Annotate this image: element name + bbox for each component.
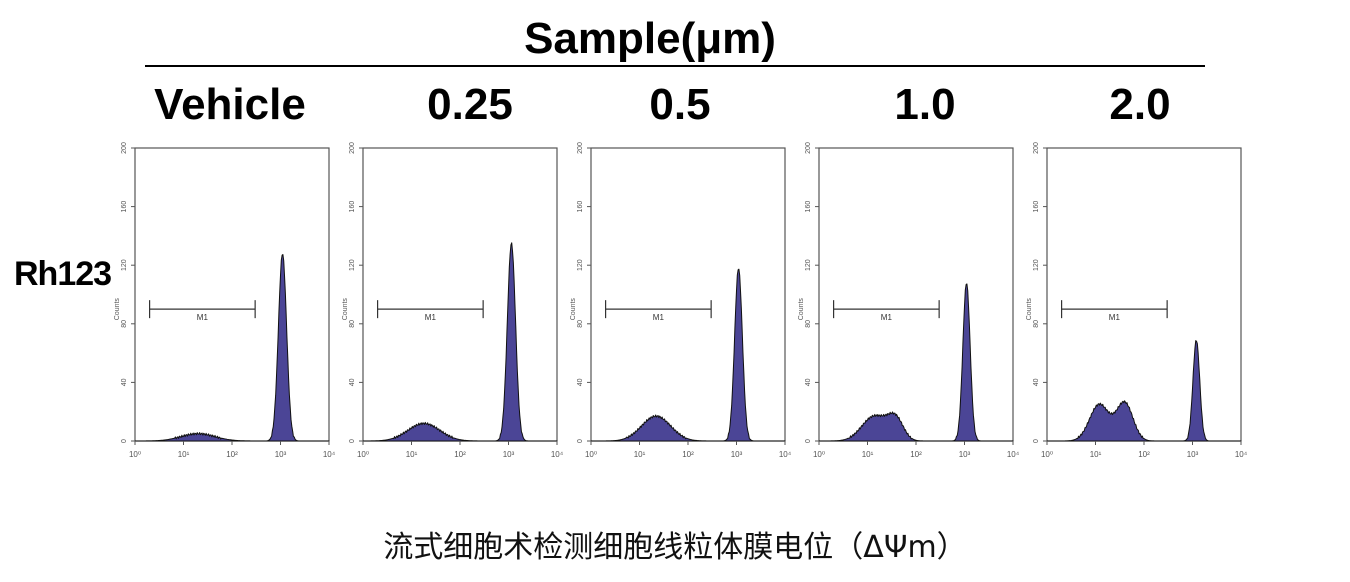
y-axis-label: Counts (798, 298, 805, 321)
histogram-series (590, 268, 786, 442)
histogram-series (362, 242, 558, 442)
x-tick-label: 10² (910, 450, 922, 459)
y-tick-label: 0 (121, 439, 128, 443)
x-tick-label: 10⁰ (585, 450, 597, 459)
y-tick-label: 80 (1033, 320, 1040, 328)
y-tick-label: 200 (121, 142, 128, 154)
x-tick-label: 10² (226, 450, 238, 459)
y-tick-label: 80 (349, 320, 356, 328)
y-tick-label: 160 (805, 201, 812, 213)
x-tick-label: 10⁴ (323, 450, 336, 459)
x-tick-label: 10⁰ (813, 450, 825, 459)
y-tick-label: 200 (1033, 142, 1040, 154)
x-tick-label: 10¹ (406, 450, 418, 459)
y-tick-label: 200 (805, 142, 812, 154)
y-tick-label: 120 (577, 259, 584, 271)
y-tick-label: 80 (805, 320, 812, 328)
histogram-svg: 0 40 80 120 160 200 Counts 10⁰ 10¹ 10² 10³ 10⁴ M1 (1026, 142, 1248, 459)
x-tick-label: 10¹ (634, 450, 646, 459)
y-tick-label: 160 (121, 201, 128, 213)
x-tick-label: 10³ (959, 450, 971, 459)
x-tick-label: 10¹ (178, 450, 190, 459)
y-axis-label: Counts (114, 298, 121, 321)
x-tick-label: 10⁴ (551, 450, 564, 459)
y-tick-label: 160 (349, 201, 356, 213)
x-tick-label: 10⁴ (1007, 450, 1020, 459)
x-tick-label: 10¹ (862, 450, 874, 459)
panel-title-1-0: 1.0 (894, 80, 956, 129)
y-tick-label: 120 (1033, 259, 1040, 271)
histogram-panel-1-0: 0 40 80 120 160 200 Counts 10⁰ 10¹ 10² 10³ 10⁴ M1 (798, 138, 1020, 473)
y-tick-label: 80 (577, 320, 584, 328)
histogram-panel-0-25: 0 40 80 120 160 200 Counts 10⁰ 10¹ 10² 10³ 10⁴ M1 (342, 138, 564, 473)
y-tick-label: 0 (577, 439, 584, 443)
y-tick-label: 80 (121, 320, 128, 328)
x-tick-label: 10³ (503, 450, 515, 459)
y-tick-label: 40 (121, 378, 128, 386)
y-axis-label: Counts (1026, 298, 1033, 321)
plot-frame (362, 147, 558, 442)
gate-m1-label: M1 (425, 313, 437, 322)
header-title: Sample(μm) (524, 14, 776, 63)
x-tick-label: 10¹ (1090, 450, 1102, 459)
x-tick-label: 10³ (275, 450, 287, 459)
x-tick-label: 10⁴ (1235, 450, 1248, 459)
gate-m1-label: M1 (197, 313, 209, 322)
x-tick-label: 10² (1138, 450, 1150, 459)
y-tick-label: 0 (1033, 439, 1040, 443)
panel-title-0-5: 0.5 (649, 80, 711, 129)
x-tick-label: 10³ (731, 450, 743, 459)
y-tick-label: 40 (805, 378, 812, 386)
histogram-series (134, 254, 330, 442)
y-axis-label: Counts (570, 298, 577, 321)
figure-caption: 流式细胞术检测细胞线粒体膜电位（ΔΨm） (383, 530, 967, 565)
histogram-panel-2-0: 0 40 80 120 160 200 Counts 10⁰ 10¹ 10² 10³ 10⁴ M1 (1026, 138, 1248, 473)
histogram-svg: 0 40 80 120 160 200 Counts 10⁰ 10¹ 10² 10³ 10⁴ M1 (114, 142, 336, 459)
y-tick-label: 120 (121, 259, 128, 271)
histogram-panel-vehicle: 0 40 80 120 160 200 Counts 10⁰ 10¹ 10² 10³ 10⁴ M1 (114, 138, 336, 473)
y-tick-label: 40 (1033, 378, 1040, 386)
y-tick-label: 120 (805, 259, 812, 271)
panel-title-2-0: 2.0 (1109, 80, 1171, 129)
x-tick-label: 10⁰ (357, 450, 369, 459)
y-tick-label: 200 (349, 142, 356, 154)
y-tick-label: 40 (349, 378, 356, 386)
gate-m1-label: M1 (653, 313, 665, 322)
y-tick-label: 0 (349, 439, 356, 443)
plot-frame (818, 147, 1014, 442)
x-tick-label: 10² (454, 450, 466, 459)
histogram-svg: 0 40 80 120 160 200 Counts 10⁰ 10¹ 10² 10³ 10⁴ M1 (798, 142, 1020, 459)
y-tick-label: 120 (349, 259, 356, 271)
x-tick-label: 10⁰ (1041, 450, 1053, 459)
histogram-series (1046, 340, 1242, 442)
histogram-series (818, 283, 1014, 442)
x-tick-label: 10² (682, 450, 694, 459)
plot-frame (590, 147, 786, 442)
y-tick-label: 0 (805, 439, 812, 443)
histogram-svg: 0 40 80 120 160 200 Counts 10⁰ 10¹ 10² 10³ 10⁴ M1 (342, 142, 564, 459)
header-rule (145, 65, 1205, 67)
y-tick-label: 160 (1033, 201, 1040, 213)
y-tick-label: 200 (577, 142, 584, 154)
x-tick-label: 10³ (1187, 450, 1199, 459)
panel-title-vehicle: Vehicle (154, 80, 306, 129)
panel-title-0-25: 0.25 (427, 80, 513, 129)
y-axis-label: Counts (342, 298, 349, 321)
gate-m1-label: M1 (1109, 313, 1121, 322)
plot-frame (134, 147, 330, 442)
gate-m1-label: M1 (881, 313, 893, 322)
y-tick-label: 160 (577, 201, 584, 213)
histogram-panel-0-5: 0 40 80 120 160 200 Counts 10⁰ 10¹ 10² 10³ 10⁴ M1 (570, 138, 792, 473)
x-tick-label: 10⁰ (129, 450, 141, 459)
histogram-svg: 0 40 80 120 160 200 Counts 10⁰ 10¹ 10² 10³ 10⁴ M1 (570, 142, 792, 459)
y-tick-label: 40 (577, 378, 584, 386)
x-tick-label: 10⁴ (779, 450, 792, 459)
row-label-rh123: Rh123 (14, 255, 112, 293)
plot-frame (1046, 147, 1242, 442)
